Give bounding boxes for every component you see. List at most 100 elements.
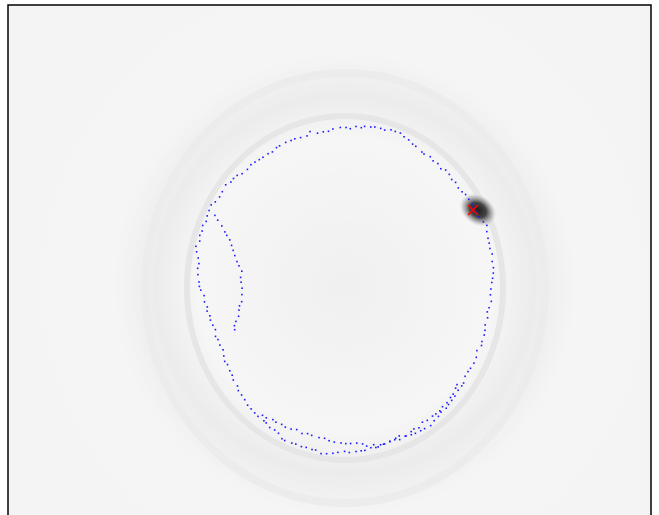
dot xyxy=(210,319,212,321)
dot xyxy=(257,416,259,418)
dot xyxy=(435,413,437,415)
dot xyxy=(311,435,313,437)
dot xyxy=(307,433,309,435)
dot xyxy=(437,163,439,165)
dot xyxy=(484,330,486,332)
dot xyxy=(461,385,463,387)
dot xyxy=(262,415,264,417)
dot xyxy=(361,127,363,129)
dot xyxy=(461,191,463,193)
dot xyxy=(449,174,451,176)
dot xyxy=(225,184,227,186)
dot xyxy=(199,235,201,237)
dot xyxy=(241,294,243,296)
dot xyxy=(276,147,278,149)
dot xyxy=(481,341,483,343)
dot xyxy=(222,349,224,351)
dot xyxy=(284,440,286,442)
dot xyxy=(318,437,320,439)
dot xyxy=(311,449,313,451)
dot xyxy=(320,453,322,455)
dot xyxy=(340,127,342,129)
dot xyxy=(355,126,357,128)
dot xyxy=(481,345,483,347)
dot xyxy=(323,131,325,133)
dot xyxy=(290,140,292,142)
dot xyxy=(221,225,223,227)
dot xyxy=(491,301,493,303)
dot xyxy=(262,157,264,159)
dot xyxy=(464,376,466,378)
dot xyxy=(415,433,417,435)
dot xyxy=(490,288,492,290)
dot xyxy=(269,427,271,429)
dot xyxy=(421,151,423,153)
dot xyxy=(210,204,212,206)
dot xyxy=(195,246,197,248)
dot xyxy=(476,211,478,213)
dot xyxy=(219,344,221,346)
dot xyxy=(267,153,269,155)
image-view xyxy=(0,0,659,515)
dot xyxy=(395,131,397,133)
dot xyxy=(217,219,219,221)
dot xyxy=(295,443,297,445)
dot xyxy=(450,397,452,399)
dot xyxy=(422,421,424,423)
dot xyxy=(238,316,240,318)
dot xyxy=(430,156,432,158)
dot xyxy=(285,142,287,144)
dot xyxy=(305,447,307,449)
dot xyxy=(445,407,447,409)
dot xyxy=(317,132,319,134)
dot xyxy=(215,201,217,203)
dot xyxy=(484,324,486,326)
dot xyxy=(493,267,495,269)
dot xyxy=(405,435,407,437)
page: (() => { const g = document.getElementBy… xyxy=(0,0,659,515)
dot xyxy=(448,404,450,406)
dot xyxy=(420,430,422,432)
dot xyxy=(266,417,268,419)
dot xyxy=(263,420,265,422)
dot xyxy=(247,169,249,171)
dot xyxy=(452,393,454,395)
dot xyxy=(471,204,473,206)
dot xyxy=(463,382,465,384)
dot xyxy=(290,428,292,430)
dot xyxy=(274,429,276,431)
dot xyxy=(488,307,490,309)
dot xyxy=(345,443,347,445)
dot xyxy=(201,230,203,232)
dot xyxy=(326,453,328,455)
dot xyxy=(198,263,200,265)
dot xyxy=(205,221,207,223)
dot xyxy=(366,445,368,447)
dot xyxy=(430,425,432,427)
dot xyxy=(332,128,334,130)
dot xyxy=(244,399,246,401)
dot xyxy=(241,287,243,289)
dot xyxy=(473,362,475,364)
dot xyxy=(483,221,485,223)
dot xyxy=(350,128,352,130)
dot xyxy=(432,160,434,162)
dot xyxy=(412,143,414,145)
dot xyxy=(241,394,243,396)
dot xyxy=(356,442,358,444)
dot xyxy=(278,433,280,435)
dot xyxy=(241,270,243,272)
dot xyxy=(427,420,429,422)
dot xyxy=(206,310,208,312)
dot xyxy=(364,450,366,452)
dot xyxy=(394,439,396,441)
dot xyxy=(334,441,336,443)
dot xyxy=(438,416,440,418)
dot xyxy=(446,402,448,404)
dot xyxy=(219,196,221,198)
dot xyxy=(250,164,252,166)
dot xyxy=(349,452,351,454)
dot xyxy=(451,400,453,402)
dot xyxy=(355,451,357,453)
dot xyxy=(233,178,235,180)
